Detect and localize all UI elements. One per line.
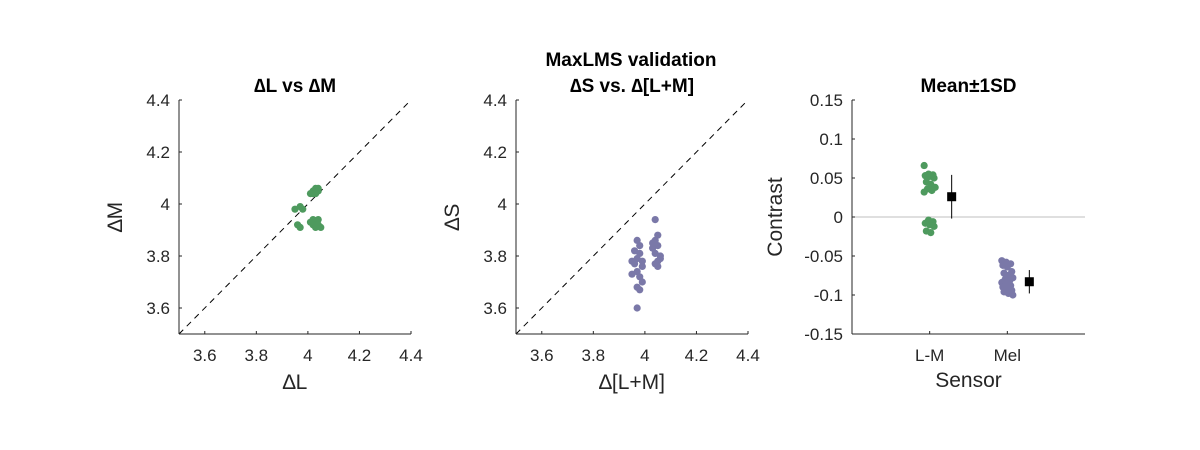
y-tick-label: 4.4 bbox=[146, 91, 170, 110]
data-point bbox=[314, 187, 322, 195]
x-tick-label: 4 bbox=[303, 346, 312, 365]
data-point bbox=[306, 218, 315, 226]
data-point bbox=[930, 174, 938, 182]
data-point bbox=[314, 216, 322, 224]
panel-title: ∆L vs ∆M bbox=[254, 76, 336, 97]
data-point bbox=[1009, 291, 1017, 299]
y-tick-label: -0.1 bbox=[814, 286, 843, 305]
x-tick-label: 4 bbox=[640, 346, 649, 365]
data-point bbox=[638, 278, 646, 286]
x-tick-label: 4.4 bbox=[399, 346, 423, 365]
x-tick-label: 3.6 bbox=[193, 346, 217, 365]
x-tick-label: 4.4 bbox=[736, 346, 760, 365]
x-axis-label: ∆L bbox=[283, 371, 308, 394]
y-tick-label: 3.6 bbox=[146, 299, 170, 318]
data-point bbox=[317, 223, 325, 231]
x-category-label: L-M bbox=[915, 346, 944, 365]
identity-line bbox=[515, 99, 749, 335]
y-axis-label: ∆M bbox=[104, 202, 127, 232]
y-tick-label: 4.4 bbox=[483, 91, 507, 110]
panel-1: ∆L vs ∆M 3.6 3.8 4 4.2 4.4 3.6 3.8 4 4.2 4.4 ∆L ∆M bbox=[104, 76, 423, 394]
panel-title: Mean±1SD bbox=[921, 76, 1017, 97]
panel-title: ∆S vs. ∆[L+M] bbox=[570, 76, 694, 97]
data-point bbox=[928, 186, 936, 195]
panel-3: Mean±1SD -0.15 -0.1 -0.05 0 0.05 0.1 0.15 L-M Mel… bbox=[764, 76, 1085, 392]
y-tick-label: 3.8 bbox=[483, 247, 507, 266]
x-tick-label: 3.8 bbox=[582, 346, 606, 365]
x-tick-label: 4.2 bbox=[685, 346, 709, 365]
data-point bbox=[638, 257, 646, 265]
data-point bbox=[628, 270, 636, 278]
data-point bbox=[299, 205, 307, 213]
y-tick-label: 0.05 bbox=[810, 169, 843, 188]
data-point bbox=[649, 244, 657, 252]
data-point bbox=[636, 286, 644, 294]
data-point bbox=[930, 222, 938, 230]
x-axis-label: ∆[L+M] bbox=[599, 371, 665, 394]
data-point bbox=[656, 255, 664, 263]
data-point bbox=[927, 229, 935, 237]
mean-marker bbox=[1024, 277, 1034, 287]
y-tick-label: 0.1 bbox=[819, 130, 843, 149]
y-tick-label: 4 bbox=[161, 195, 170, 214]
data-point bbox=[638, 262, 646, 270]
data-point bbox=[636, 242, 644, 250]
y-tick-label: 0.15 bbox=[810, 91, 843, 110]
data-point bbox=[651, 216, 659, 224]
y-tick-label: 3.8 bbox=[146, 247, 170, 266]
panel-2: ∆S vs. ∆[L+M] 3.6 3.8 4 4.2 4.4 3.6 3.8 4 4.2 4.4 ∆… bbox=[441, 76, 760, 394]
x-tick-label: 3.8 bbox=[245, 346, 269, 365]
x-category-label: Mel bbox=[994, 346, 1021, 365]
data-point bbox=[654, 262, 662, 270]
data-point bbox=[1003, 263, 1011, 271]
y-axis-label: ∆S bbox=[441, 204, 464, 231]
data-point bbox=[633, 304, 641, 312]
data-point bbox=[628, 257, 636, 265]
y-tick-label: 3.6 bbox=[483, 299, 507, 318]
identity-line bbox=[178, 99, 412, 335]
mean-marker bbox=[947, 192, 957, 202]
x-axis-label: Sensor bbox=[935, 369, 1002, 392]
data-point bbox=[296, 223, 304, 231]
y-tick-label: 0 bbox=[834, 208, 843, 227]
panels: ∆L vs ∆M 3.6 3.8 4 4.2 4.4 3.6 3.8 4 4.2 4.4 ∆L ∆M ∆S… bbox=[104, 76, 1085, 394]
y-tick-label: 4 bbox=[498, 195, 507, 214]
y-axis-label: Contrast bbox=[764, 177, 787, 257]
data-point bbox=[920, 188, 928, 196]
y-tick-label: 4.2 bbox=[483, 143, 507, 162]
data-point bbox=[306, 190, 315, 198]
data-point bbox=[920, 161, 928, 170]
y-tick-label: -0.05 bbox=[804, 247, 843, 266]
y-tick-label: -0.15 bbox=[804, 325, 843, 344]
y-tick-label: 4.2 bbox=[146, 143, 170, 162]
x-tick-label: 4.2 bbox=[348, 346, 372, 365]
x-tick-label: 3.6 bbox=[530, 346, 554, 365]
figure-suptitle: MaxLMS validation bbox=[545, 50, 716, 71]
